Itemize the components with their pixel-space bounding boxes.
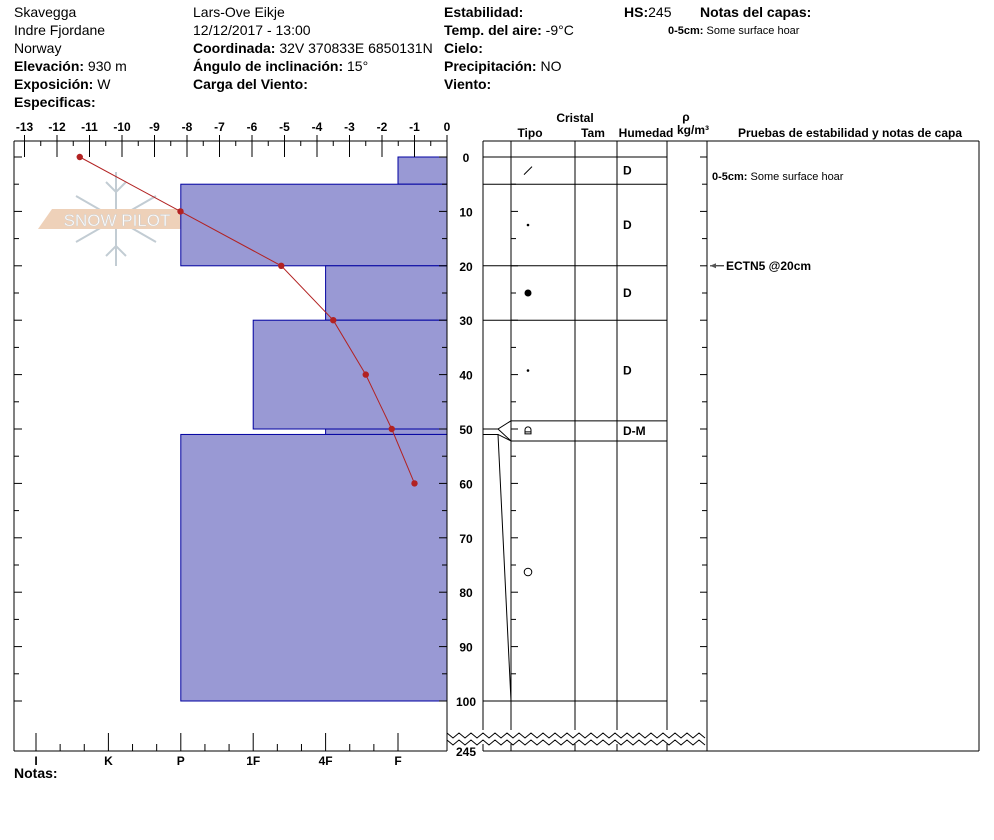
location: Skavegga [14,4,76,20]
wind-label: Viento: [444,76,491,92]
depth-tick-label: 80 [459,586,473,600]
grain-faceted-rounding-icon [524,426,532,435]
layer-connector [483,428,512,442]
stability-test: ECTN5 @20cm [726,259,811,273]
wind-load-label: Carga del Viento: [193,76,308,92]
depth-break-zigzag [446,732,706,739]
temp-tick-label: -4 [312,120,323,134]
layer-connector [483,433,512,702]
temp-tick-label: 0 [444,120,451,134]
temp-tick-label: -3 [344,120,355,134]
moisture-value: D [623,286,632,300]
size-header: Tam [581,126,605,140]
depth-break-mask [448,730,706,744]
depth-tick-label: 40 [459,369,473,383]
grain-large-dot-icon [524,289,532,297]
type-header: Tipo [517,126,542,140]
hardness-bar [180,183,448,267]
region: Indre Fjordane [14,22,105,38]
depth-tick-label: 60 [459,477,473,491]
layer-note: 0-5cm: Some surface hoar [712,171,844,183]
temperature-point [177,208,184,215]
test-arrow-icon [710,263,716,269]
hardness-bar [325,428,448,435]
grain-open-circle-icon [523,567,533,577]
precipitation: Precipitación: NO [444,58,562,74]
elevation: Elevación: 930 m [14,58,127,74]
temperature-point [362,371,369,378]
hardness-tick-label: F [394,754,401,768]
depth-tick-label: 20 [459,260,473,274]
grain-slash-icon [523,166,533,175]
logo-text: SNOW PILOT [64,211,171,230]
coordinates: Coordinada: 32V 370833E 6850131N [193,40,433,56]
notes-label: Notas: [14,765,58,781]
hardness-tick-label: I [34,754,37,768]
layer-note-header: 0-5cm: Some surface hoar [668,25,800,37]
temperature-point [388,425,395,433]
sky-label: Cielo: [444,40,483,56]
snowpilot-logo: SNOW PILOT [38,172,196,266]
tests-header: Pruebas de estabilidad y notas de capa [738,126,962,140]
moisture-value: D [623,218,632,232]
depth-tick-label: 0 [463,151,470,165]
hardness-tick-label: P [177,754,185,768]
depth-tick-label: 50 [459,423,473,437]
air-temp: Temp. del aire: -9°C [444,22,574,38]
slope-angle: Ángulo de inclinación: 15° [193,58,368,74]
depth-tick-label: 10 [459,205,473,219]
grain-small-dot-icon [526,369,530,372]
hardness-tick-label: 1F [246,754,260,768]
observer: Lars-Ove Eikje [193,4,285,20]
datetime: 12/12/2017 - 13:00 [193,22,311,38]
hardness-tick-label: 4F [319,754,333,768]
temp-tick-label: -12 [48,120,66,134]
temperature-point [330,317,337,324]
density-unit: kg/m³ [677,123,709,137]
hardness-bar [252,319,448,430]
temperature-point [411,480,418,487]
hardness-bar [397,156,448,185]
density-header: ρ [682,110,689,124]
hardness-tick-label: K [104,754,113,768]
depth-tick-label: 90 [459,641,473,655]
temp-tick-label: -6 [247,120,258,134]
temperature-point [76,153,83,161]
aspect: Exposición: W [14,76,111,92]
temp-tick-label: -11 [81,120,98,134]
depth-break-zigzag [446,739,706,746]
depth-tick-label: 30 [459,314,473,328]
temp-tick-label: -5 [279,120,290,134]
temp-tick-label: -10 [113,120,131,134]
temperature-point [278,262,285,269]
snow-height: HS:245 [624,4,672,20]
country: Norway [14,40,61,56]
logo-banner [38,209,196,229]
crystal-header: Cristal [556,111,593,125]
temp-tick-label: -8 [182,120,193,134]
temp-tick-label: -2 [377,120,388,134]
layer-notes-label: Notas del capas: [700,4,811,20]
layer-connector [483,420,512,430]
temp-tick-label: -9 [149,120,160,134]
grain-small-dot-icon [526,223,530,227]
moisture-header: Humedad [619,126,674,140]
stability-label: Estabilidad: [444,4,523,20]
temp-tick-label: -13 [16,120,34,134]
temp-tick-label: -7 [214,120,225,134]
temp-tick-label: -1 [409,120,420,134]
depth-tick-label: 70 [459,532,473,546]
hardness-bar [180,433,448,702]
hardness-bar [325,265,448,321]
specifics-label: Especificas: [14,94,96,110]
depth-tick-label: 100 [456,695,476,709]
moisture-value: D [623,364,632,378]
depth-total-label: 245 [456,745,476,759]
moisture-value: D [623,164,632,178]
moisture-value: D-M [623,424,646,438]
